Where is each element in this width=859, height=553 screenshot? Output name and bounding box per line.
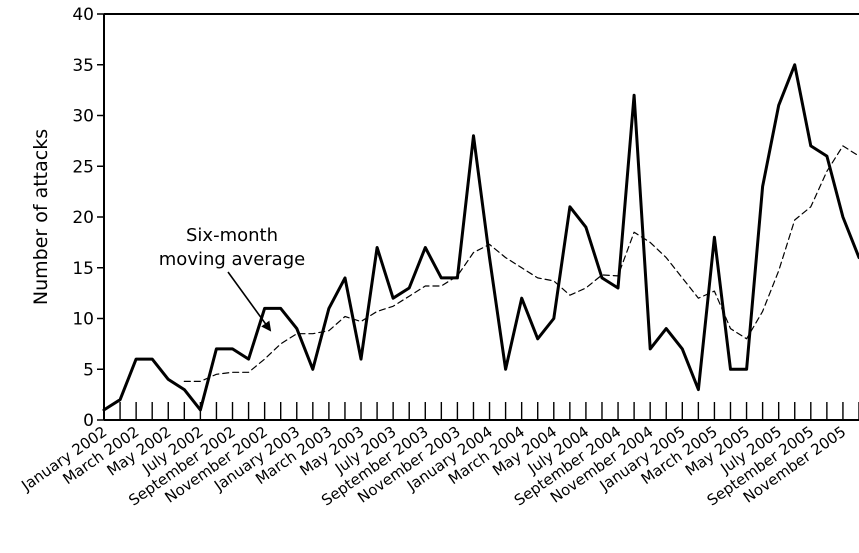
y-axis: 0 5 10 15 20 25 30 35 40: [72, 5, 859, 431]
moving-average-point: [440, 285, 442, 287]
moving-average-point: [681, 277, 683, 279]
attacks-series-line: [102, 63, 859, 412]
y-tick-label: 10: [72, 310, 94, 330]
y-tick-label: 20: [72, 208, 94, 228]
y-tick-label: 35: [72, 56, 94, 76]
y-tick-label: 30: [72, 107, 94, 127]
y-tick-label: 25: [72, 157, 94, 177]
annotation-arrow: [227, 271, 272, 332]
y-tick-label: 40: [72, 5, 94, 25]
moving-average-point: [585, 287, 587, 289]
moving-average-annotation: Six-month moving average: [159, 225, 305, 332]
moving-average-series-line: [183, 145, 859, 382]
y-tick-label: 5: [83, 360, 94, 380]
y-tick-label: 0: [83, 411, 94, 431]
y-axis-label: Number of attacks: [30, 129, 52, 305]
annotation-label-line-1: Six-month: [186, 225, 278, 246]
annotation-label-line-2: moving average: [159, 249, 305, 270]
plot-area: [102, 63, 859, 412]
y-tick-label: 15: [72, 259, 94, 279]
